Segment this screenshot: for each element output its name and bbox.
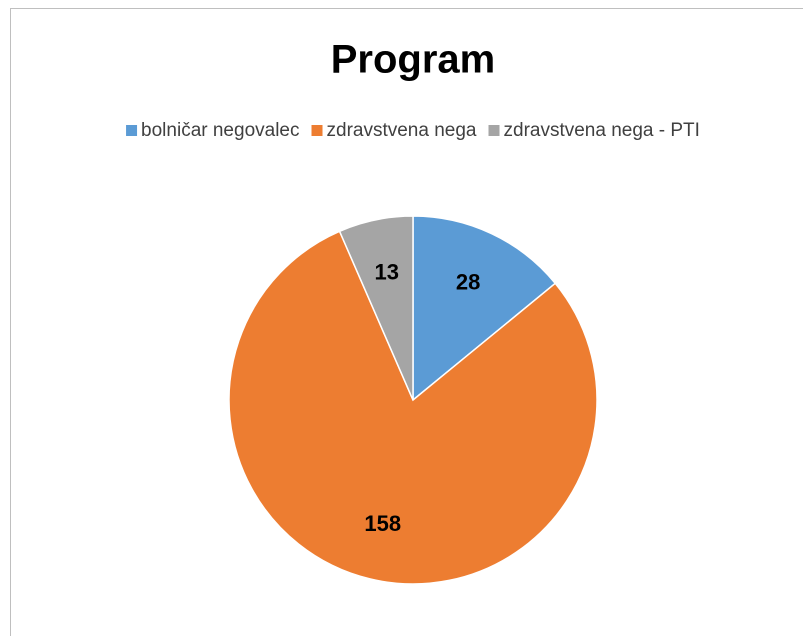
pie-slice — [338, 215, 414, 401]
chart-title: Program — [331, 38, 496, 82]
legend-swatch — [488, 125, 500, 136]
data-label: 28 — [456, 269, 480, 294]
data-label: 158 — [364, 511, 401, 536]
legend-swatch — [311, 125, 323, 136]
pie-slice — [412, 215, 557, 402]
legend-label: zdravstvena nega — [327, 120, 477, 141]
legend-swatch — [126, 125, 138, 136]
pie-slice — [228, 230, 598, 585]
legend-label: bolničar negovalec — [141, 120, 299, 141]
legend-label: zdravstvena nega - PTI — [504, 120, 700, 141]
data-label: 13 — [375, 260, 399, 285]
